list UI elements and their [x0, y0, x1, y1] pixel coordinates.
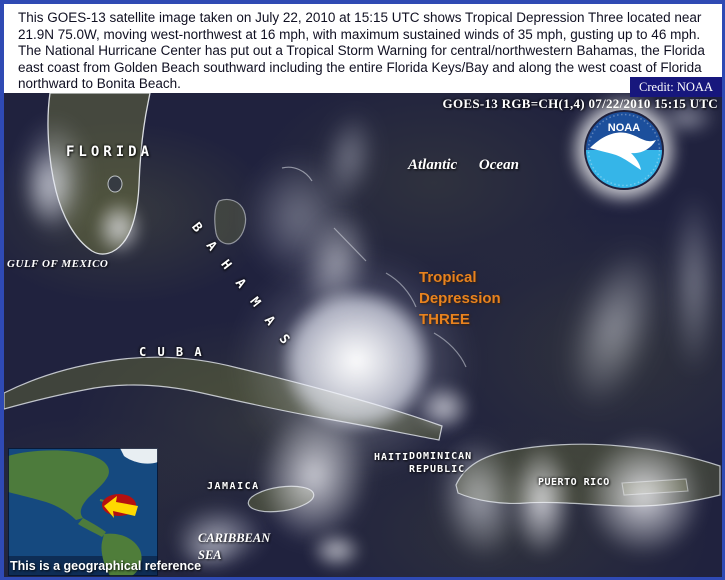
inset-south-america: [101, 533, 142, 576]
label-cuba: C U B A: [139, 345, 204, 359]
label-dominican-republic: DOMINICAN REPUBLIC: [409, 450, 472, 476]
label-caribbean-sea: CARIBBEAN SEA: [198, 530, 308, 564]
bahamas-islet-outline: [333, 227, 367, 262]
label-atlantic-ocean: Atlantic Ocean: [408, 157, 519, 173]
noaa-logo-graphic: NOAA: [586, 112, 662, 188]
inset-central-america: [78, 518, 106, 537]
label-florida: FLORIDA: [66, 144, 154, 160]
header-caption: This GOES-13 satellite image taken on Ju…: [4, 4, 722, 93]
hispaniola-outline: [455, 443, 721, 507]
inset-map: This is a geographical reference: [8, 448, 201, 576]
inset-map-graphic: [8, 448, 158, 576]
noaa-logo-text: NOAA: [608, 122, 640, 134]
cuba-outline: [4, 356, 443, 441]
inset-greenland: [120, 448, 158, 464]
bahamas-islet-outline: [385, 272, 417, 308]
inset-north-america: [8, 450, 109, 520]
florida-outline: [47, 93, 151, 255]
caption-line: This GOES-13 satellite image taken on Ju…: [18, 10, 702, 25]
label-gulf-of-mexico: GULF OF MEXICO: [7, 258, 109, 270]
storm-annotation-line2: Depression: [419, 290, 501, 307]
credit-badge: Credit: NOAA: [630, 77, 722, 97]
label-jamaica: JAMAICA: [207, 481, 260, 492]
label-caribbean-line1: CARIBBEAN: [198, 531, 271, 545]
label-dominican-line2: REPUBLIC: [409, 464, 466, 475]
caption-line: 21.9N 75.0W, moving west-northwest at 16…: [18, 26, 701, 42]
product-timestamp-label: GOES-13 RGB=CH(1,4) 07/22/2010 15:15 UTC: [442, 96, 718, 111]
noaa-bird-icon: [590, 132, 656, 170]
storm-annotation-line1: Tropical: [419, 269, 477, 286]
satellite-image: GOES-13 RGB=CH(1,4) 07/22/2010 15:15 UTC…: [4, 93, 722, 577]
caption-line: east coast from Golden Beach southward i…: [18, 59, 702, 75]
bahamas-andros-outline: [214, 198, 247, 245]
label-haiti: HAITI: [374, 452, 410, 463]
noaa-logo: NOAA: [584, 110, 664, 190]
location-arrow-icon: [104, 496, 138, 518]
bahamas-islet-outline: [433, 332, 467, 368]
label-puerto-rico: PUERTO RICO: [538, 477, 610, 488]
label-caribbean-line2: SEA: [198, 548, 222, 562]
caption-line: The National Hurricane Center has put ou…: [18, 43, 705, 59]
caption-line: northward to Bonita Beach.: [18, 76, 181, 92]
inset-caption: This is a geographical reference: [10, 559, 202, 573]
bahamas-islet-outline: [281, 166, 313, 182]
label-dominican-line1: DOMINICAN: [409, 451, 473, 462]
storm-annotation: Tropical Depression THREE: [419, 267, 501, 330]
lake-okeechobee-outline: [107, 175, 123, 193]
storm-annotation-line3: THREE: [419, 311, 470, 328]
